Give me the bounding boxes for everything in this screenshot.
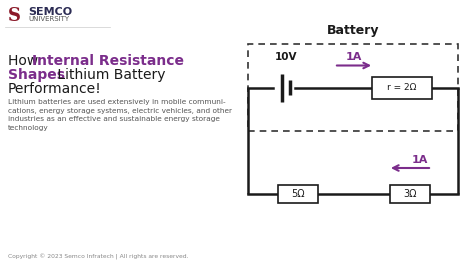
Text: S: S [8,7,20,25]
Text: 10V: 10V [275,52,297,62]
Text: How: How [8,54,43,68]
Text: Lithium batteries are used extensively in mobile communi-
cations, energy storag: Lithium batteries are used extensively i… [8,99,232,131]
Text: r = 2Ω: r = 2Ω [387,83,417,92]
Text: Performance!: Performance! [8,82,102,96]
Text: 3Ω: 3Ω [403,189,417,199]
Bar [278,185,318,203]
Text: Battery: Battery [327,24,379,37]
Text: Internal Resistance: Internal Resistance [32,54,184,68]
Text: UNIVERSITY: UNIVERSITY [28,16,69,22]
Bar [390,185,430,203]
Text: Shapes: Shapes [8,68,65,82]
Text: SEMCO: SEMCO [28,7,72,17]
Text: 5Ω: 5Ω [291,189,305,199]
Text: Copyright © 2023 Semco Infratech | All rights are reserved.: Copyright © 2023 Semco Infratech | All r… [8,254,189,260]
Text: 1A: 1A [412,155,428,165]
Text: Lithium Battery: Lithium Battery [53,68,165,82]
Text: 1A: 1A [346,52,362,63]
Bar [248,44,458,131]
Bar [372,77,432,98]
